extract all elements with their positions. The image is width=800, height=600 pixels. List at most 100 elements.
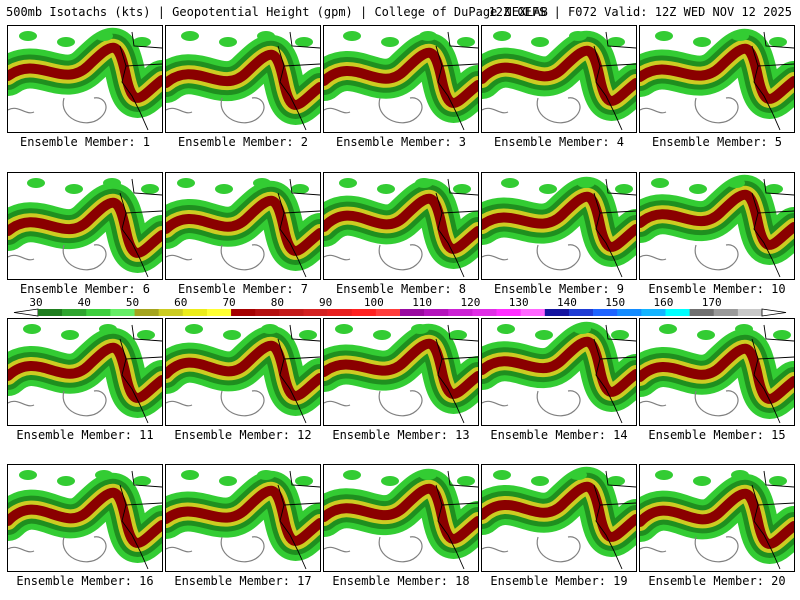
height-contour [166,107,193,114]
ensemble-map-panel [7,25,163,133]
ensemble-member-label: Ensemble Member: 16 [16,574,154,588]
height-contour [482,400,509,407]
colorbar-swatch [689,309,715,316]
wind-patch [769,476,787,486]
ensemble-map-panel [165,172,321,280]
ensemble-map-panel [165,464,321,572]
colorbar-tick-label: 90 [319,296,332,309]
wind-patch [693,37,711,47]
colorbar-tick-label: 110 [412,296,432,309]
isotach-map [640,174,794,278]
wind-patch [343,470,361,480]
colorbar-tick-label: 120 [460,296,480,309]
height-contour [324,254,351,261]
ensemble-map-panel [7,172,163,280]
jet-core [482,336,636,397]
wind-patch [343,31,361,41]
wind-patch [219,476,237,486]
colorbar-swatch [568,309,594,316]
ensemble-member-label: Ensemble Member: 13 [332,428,470,442]
height-contour [482,107,509,114]
height-contour [536,97,581,124]
colorbar-swatch [520,309,546,316]
ensemble-member-label: Ensemble Member: 17 [174,574,312,588]
ensemble-map-panel [639,318,795,426]
wind-patch [493,470,511,480]
wind-patch [735,324,753,334]
height-contour [166,546,193,553]
height-contour [640,400,667,407]
height-contour [378,536,423,563]
wind-patch [57,476,75,486]
wind-patch [223,330,241,340]
wind-patch [411,324,429,334]
wind-patch [295,37,313,47]
wind-patch [261,324,279,334]
jet-core [324,338,478,399]
colorbar-swatch [496,309,521,316]
wind-patch [381,476,399,486]
map-header-valid-time: 12Z GEFS | F072 Valid: 12Z WED NOV 12 20… [488,5,792,19]
coastline [277,470,320,570]
wind-patch [373,330,391,340]
coastline [435,31,478,131]
height-contour [640,107,667,114]
coastline [593,470,636,570]
ensemble-map-panel [481,25,637,133]
isotach-map [482,176,636,278]
ensemble-map-panel [639,464,795,572]
wind-patch [181,31,199,41]
wind-patch [693,476,711,486]
coastline [593,178,636,278]
ensemble-member-label: Ensemble Member: 3 [335,135,467,149]
height-contour [166,400,193,407]
colorbar-tick-label: 30 [29,296,42,309]
coastline [119,31,162,131]
colorbar-swatch [665,309,690,316]
height-contour [62,97,107,124]
colorbar-tick-label: 100 [364,296,384,309]
wind-patch [769,37,787,47]
isotach-map [482,321,636,424]
colorbar-swatch [593,309,618,316]
height-contour [640,546,667,553]
colorbar-swatch [448,309,473,316]
wind-patch [697,330,715,340]
wind-patch [377,184,395,194]
colorbar-arrow-left [13,308,39,317]
jet-core [482,481,636,542]
height-contour [324,546,351,553]
height-contour [220,536,265,563]
colorbar-swatch [86,309,111,316]
height-contour [640,254,667,261]
wind-patch [291,184,309,194]
ensemble-member-label: Ensemble Member: 8 [335,282,467,296]
wind-patch [61,330,79,340]
wind-patch [577,178,595,188]
wind-patch [449,330,467,340]
colorbar-swatch [182,309,208,316]
coastline [435,178,478,278]
jet-core [166,195,320,256]
ensemble-map-panel [7,318,163,426]
wind-patch [655,31,673,41]
wind-patch [651,178,669,188]
wind-patch [95,470,113,480]
wind-patch [19,470,37,480]
wind-patch [141,184,159,194]
height-contour [378,244,423,271]
wind-patch [457,476,475,486]
wind-patch [133,37,151,47]
colorbar-swatch [231,309,256,316]
jet-core [640,189,794,250]
jet-core [8,42,162,103]
jet-core [324,483,478,544]
ensemble-map-panel [323,318,479,426]
ensemble-map-panel [323,172,479,280]
jet-core [166,485,320,546]
height-contour [482,546,509,553]
height-contour [482,254,509,261]
ensemble-member-label: Ensemble Member: 20 [648,574,786,588]
wind-patch [659,324,677,334]
wind-patch [57,37,75,47]
